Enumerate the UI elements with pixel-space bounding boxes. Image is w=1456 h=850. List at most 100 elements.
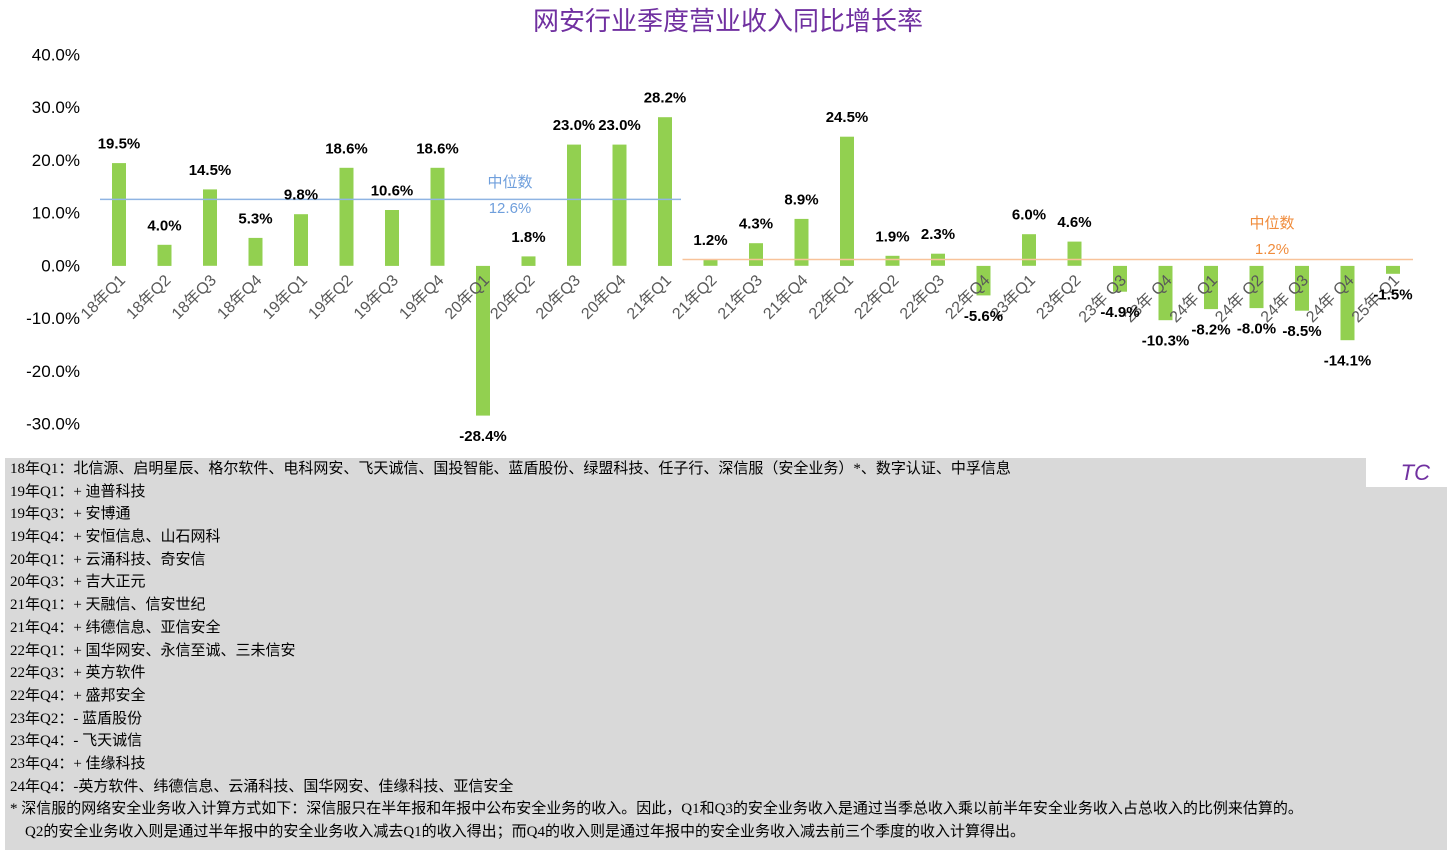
data-label-10: 1.8% bbox=[511, 229, 545, 246]
y-tick-label-4: 10.0% bbox=[32, 204, 80, 223]
y-tick-label-5: 0.0% bbox=[41, 256, 80, 275]
bar-17 bbox=[840, 136, 854, 266]
bar-14 bbox=[703, 259, 718, 266]
data-labels: 19.5% 4.0% 14.5% 5.3% 9.8% 18.6% 10.6% 18.6% -28… bbox=[98, 90, 1413, 445]
bar-1 bbox=[112, 163, 126, 266]
bar-4 bbox=[248, 237, 263, 266]
note-line-14: 23年Q4：+ 佳缘科技 bbox=[10, 755, 146, 772]
data-label-3: 14.5% bbox=[189, 162, 232, 179]
x-tick-label-8: 19年Q4 bbox=[396, 271, 448, 323]
data-label-4: 5.3% bbox=[238, 210, 272, 227]
data-label-7: 10.6% bbox=[371, 183, 414, 200]
note-line-9: 22年Q1：+ 国华网安、永信至诚、三未信安 bbox=[10, 642, 296, 659]
data-label-25: -8.2% bbox=[1191, 322, 1230, 339]
data-label-14: 1.2% bbox=[693, 232, 727, 249]
bar-8 bbox=[430, 167, 445, 266]
bar-series bbox=[112, 117, 1400, 416]
data-label-28: -14.1% bbox=[1324, 353, 1372, 370]
data-label-29: -1.5% bbox=[1373, 286, 1412, 303]
x-tick-label-14: 21年Q2 bbox=[669, 271, 721, 323]
bar-7 bbox=[385, 210, 399, 266]
data-label-2: 4.0% bbox=[147, 217, 181, 234]
data-label-18: 1.9% bbox=[875, 228, 909, 245]
data-label-1: 19.5% bbox=[98, 136, 141, 153]
data-label-26: -8.0% bbox=[1237, 321, 1276, 338]
bar-13 bbox=[658, 117, 672, 266]
y-tick-label-1: 40.0% bbox=[32, 46, 80, 65]
data-label-9: -28.4% bbox=[459, 428, 507, 445]
median-value-label-2: 1.2% bbox=[1255, 241, 1289, 258]
x-tick-label-5: 19年Q1 bbox=[259, 271, 311, 323]
note-line-8: 21年Q4：+ 纬德信息、亚信安全 bbox=[10, 619, 221, 636]
bar-24 bbox=[1158, 265, 1173, 321]
y-tick-label-6: -10.0% bbox=[26, 309, 80, 328]
bar-9 bbox=[476, 265, 490, 416]
bar-3 bbox=[203, 189, 217, 266]
note-line-10: 22年Q3：+ 英方软件 bbox=[10, 665, 146, 682]
bar-2 bbox=[157, 244, 172, 266]
x-tick-label-12: 20年Q4 bbox=[578, 271, 630, 323]
note-line-1: 18年Q1：北信源、启明星辰、格尔软件、电科网安、飞天诚信、国投智能、蓝盾股份、… bbox=[10, 461, 1011, 477]
x-tick-label-2: 18年Q2 bbox=[123, 271, 175, 323]
note-line-6: 20年Q3：+ 吉大正元 bbox=[10, 574, 146, 591]
x-tick-label-11: 20年Q3 bbox=[532, 271, 584, 323]
data-label-24: -10.3% bbox=[1142, 333, 1190, 350]
data-label-21: 6.0% bbox=[1012, 207, 1046, 224]
note-line-7: 21年Q1：+ 天融信、信安世纪 bbox=[10, 597, 206, 614]
note-line-15: 24年Q4：-英方软件、纬德信息、云涌科技、国华网安、佳缘科技、亚信安全 bbox=[10, 778, 514, 795]
data-label-27: -8.5% bbox=[1282, 323, 1321, 340]
x-tick-label-13: 21年Q1 bbox=[623, 271, 675, 323]
median-name-label-2: 中位数 bbox=[1249, 215, 1294, 232]
x-tick-label-17: 22年Q1 bbox=[805, 271, 857, 323]
data-label-19: 2.3% bbox=[921, 226, 955, 243]
x-tick-label-3: 18年Q3 bbox=[168, 271, 220, 323]
x-tick-label-4: 18年Q4 bbox=[214, 271, 266, 323]
note-line-2: 19年Q1：+ 迪普科技 bbox=[10, 483, 146, 500]
x-tick-label-19: 22年Q3 bbox=[896, 271, 948, 323]
x-tick-label-15: 21年Q3 bbox=[714, 271, 766, 323]
x-tick-label-16: 21年Q4 bbox=[760, 271, 812, 323]
bar-20 bbox=[976, 265, 991, 296]
data-label-8: 18.6% bbox=[416, 140, 459, 157]
note-line-12: 23年Q2：- 蓝盾股份 bbox=[10, 710, 143, 727]
bar-26 bbox=[1249, 265, 1264, 309]
y-tick-label-3: 20.0% bbox=[32, 151, 80, 170]
median-name-label-1: 中位数 bbox=[487, 174, 532, 191]
note-line-5: 20年Q1：+ 云涌科技、奇安信 bbox=[10, 551, 206, 568]
data-label-22: 4.6% bbox=[1057, 214, 1091, 231]
bar-25 bbox=[1204, 265, 1218, 310]
note-line-11: 22年Q4：+ 盛邦安全 bbox=[10, 687, 146, 704]
data-label-6: 18.6% bbox=[325, 140, 368, 157]
note-line-4: 19年Q4：+ 安恒信息、山石网科 bbox=[10, 529, 221, 546]
bar-6 bbox=[339, 167, 354, 266]
y-tick-label-2: 30.0% bbox=[32, 98, 80, 117]
x-tick-label-18: 22年Q2 bbox=[851, 271, 903, 323]
bar-10 bbox=[521, 256, 536, 266]
bar-18 bbox=[885, 255, 900, 266]
median-lines: 中位数 12.6% 中位数 1.2% bbox=[100, 174, 1413, 261]
bar-23 bbox=[1113, 265, 1127, 292]
data-label-17: 24.5% bbox=[826, 109, 869, 126]
y-tick-label-7: -20.0% bbox=[26, 362, 80, 381]
bar-27 bbox=[1295, 265, 1309, 311]
footnote-line-2: Q2的安全业务收入则是通过半年报中的安全业务收入减去Q1的收入得出；而Q4的收入… bbox=[25, 824, 1026, 840]
y-axis: 40.0% 30.0% 20.0% 10.0% 0.0% -10.0% -20.0% -30.… bbox=[26, 46, 80, 434]
data-label-11: 23.0% bbox=[553, 117, 596, 134]
bar-22 bbox=[1067, 241, 1082, 266]
data-label-12: 23.0% bbox=[598, 117, 641, 134]
bar-5 bbox=[294, 214, 308, 266]
y-tick-label-8: -30.0% bbox=[26, 415, 80, 434]
data-label-5: 9.8% bbox=[284, 187, 318, 204]
tc-badge: TC bbox=[1366, 458, 1447, 487]
note-line-13: 23年Q4：- 飞天诚信 bbox=[10, 733, 143, 750]
median-value-label-1: 12.6% bbox=[489, 200, 532, 217]
notes-panel: TC 18年Q1：北信源、启明星辰、格尔软件、电科网安、飞天诚信、国投智能、蓝盾… bbox=[5, 458, 1447, 850]
x-tick-label-10: 20年Q2 bbox=[487, 271, 539, 323]
bar-29 bbox=[1386, 265, 1400, 274]
x-tick-label-1: 18年Q1 bbox=[77, 271, 129, 323]
x-tick-label-7: 19年Q3 bbox=[350, 271, 402, 323]
growth-rate-chart: 网安行业季度营业收入同比增长率 40.0% 30.0% 20.0% 10.0% 0.0%… bbox=[26, 6, 1413, 445]
note-line-3: 19年Q3：+ 安博通 bbox=[10, 506, 131, 523]
bar-21 bbox=[1022, 234, 1036, 266]
data-label-23: -4.9% bbox=[1100, 304, 1139, 321]
